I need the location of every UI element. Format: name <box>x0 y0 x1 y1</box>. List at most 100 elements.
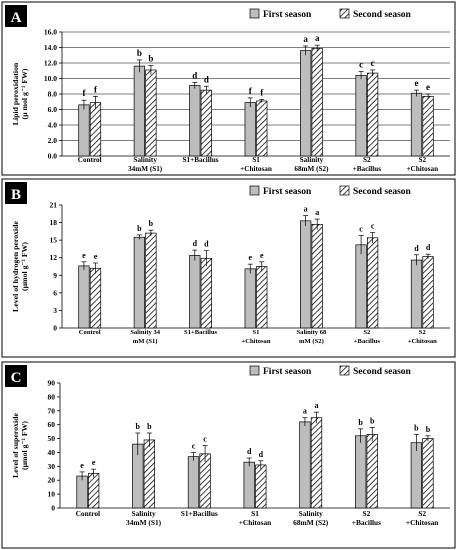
panel-label-badge <box>5 365 27 387</box>
bar-first-season <box>300 50 312 157</box>
y-tick-label: 3 <box>53 306 57 315</box>
y-axis-label: Lipid peroxidation(µ mol g⁻¹ FW) <box>11 62 29 125</box>
significance-letter: b <box>137 224 142 233</box>
y-tick-label: 9 <box>53 271 57 280</box>
x-category-label: Salinity 68 <box>296 329 327 336</box>
bar-second-season <box>145 69 157 157</box>
x-category-label: Salinity <box>133 156 157 164</box>
x-category-label: Control <box>78 156 102 164</box>
y-tick-label: 0 <box>51 504 55 513</box>
significance-letter: a <box>303 407 307 416</box>
x-category-label: Salinity <box>300 156 324 164</box>
bar-second-season <box>255 464 267 509</box>
significance-letter: c <box>371 222 375 231</box>
significance-letter: d <box>247 447 252 456</box>
x-category-label: S1 <box>253 329 260 336</box>
significance-letter: a <box>304 205 308 214</box>
y-tick-label: 10.0 <box>44 74 57 83</box>
bar-first-season <box>410 259 423 329</box>
significance-letter: b <box>370 416 375 425</box>
significance-letter: b <box>147 422 152 431</box>
panel-label: C <box>11 370 22 386</box>
bar-second-season <box>200 257 212 329</box>
x-category-label: S1+Bacillus <box>184 329 218 336</box>
bar-second-season <box>256 266 268 329</box>
y-tick-label: 8.0 <box>48 90 58 99</box>
x-category-label: +Chitosan <box>408 338 437 345</box>
chart-panel-b: B 0 3 6 9 12 15 18 21 Level of hydrogen peroxide(… <box>1 178 456 358</box>
significance-letter: d <box>192 70 197 80</box>
significance-letter: e <box>415 78 419 88</box>
chart-panel-a: A 0.0 2.0 4.0 6.0 8.0 10.0 12.0 14.0 16.0 Lipid pe… <box>1 1 456 176</box>
x-category-label: +Chitosan <box>406 518 439 527</box>
significance-letter: d <box>426 243 431 252</box>
bar-first-season <box>410 92 423 157</box>
bar-second-season <box>366 434 378 509</box>
legend-swatch-second-season <box>339 8 350 19</box>
y-tick-label: 40 <box>48 448 56 457</box>
bar-first-season <box>244 268 256 329</box>
significance-letter: d <box>259 450 264 459</box>
y-tick-label: 30 <box>48 462 56 471</box>
panel-label: B <box>11 187 21 203</box>
y-tick-label: 14.0 <box>44 43 57 52</box>
significance-letter: b <box>426 425 431 434</box>
bar-first-season <box>78 265 90 329</box>
significance-letter: c <box>192 441 196 450</box>
bar-second-season <box>422 438 434 509</box>
x-category-label: S1+Bacillus <box>181 509 218 518</box>
x-category-label: S2 <box>363 509 371 518</box>
significance-letter: f <box>82 88 86 98</box>
y-tick-label: 80 <box>48 392 56 401</box>
x-category-label: Control <box>79 329 101 336</box>
legend-swatch-second-season <box>339 185 350 196</box>
bar-second-season <box>256 100 268 157</box>
significance-letter: d <box>414 244 419 253</box>
legend-label: Second season <box>353 187 412 197</box>
legend-label: First season <box>263 10 312 20</box>
x-category-label: +Bacillus <box>352 518 381 527</box>
y-tick-label: 4.0 <box>48 121 58 130</box>
x-category-label: S2 <box>419 329 427 336</box>
significance-letter: b <box>149 219 154 228</box>
legend-label: First season <box>263 187 312 197</box>
legend-swatch-first-season <box>249 8 260 19</box>
y-tick-label: 0 <box>53 324 57 333</box>
y-tick-label: 10 <box>48 490 56 499</box>
y-tick-label: 0.0 <box>48 152 58 161</box>
x-category-label: Salinity <box>299 509 324 518</box>
significance-letter: a <box>303 34 308 44</box>
bar-second-season <box>143 439 156 509</box>
x-category-label: Salinity 34 <box>130 329 161 336</box>
significance-letter: a <box>315 33 320 43</box>
y-axis-label-line: (µmol g⁻¹ FW) <box>20 242 29 291</box>
x-category-label: 34mM (S1) <box>128 165 163 173</box>
y-tick-label: 18 <box>50 218 58 227</box>
y-axis-label-line: Lipid peroxidation <box>11 62 20 125</box>
significance-letter: f <box>260 87 264 97</box>
significance-letter: a <box>315 401 319 410</box>
x-category-label: +Chitosan <box>240 165 272 173</box>
y-axis-label-line: (µmol g⁻¹ FW) <box>20 421 29 470</box>
bar-second-season <box>311 47 323 157</box>
bar-second-season <box>89 267 102 329</box>
significance-letter: e <box>426 82 430 92</box>
y-tick-label: 70 <box>48 406 56 415</box>
panel-frame <box>1 361 456 549</box>
significance-letter: d <box>193 239 198 248</box>
y-axis-label: Level of superoxide(µmol g⁻¹ FW) <box>11 413 29 478</box>
legend-label: Second season <box>353 10 412 20</box>
x-category-label: 68mM (S2) <box>293 518 329 527</box>
legend-label: Second season <box>353 367 412 377</box>
significance-letter: b <box>137 48 142 58</box>
y-tick-label: 60 <box>48 420 56 429</box>
bar-first-season <box>78 104 90 157</box>
bar-second-season <box>367 72 379 157</box>
x-category-label: Salinity <box>131 509 156 518</box>
bar-first-season <box>410 442 422 509</box>
x-category-label: +Bacillus <box>353 165 382 173</box>
y-axis-label-line: Level of superoxide <box>11 413 20 478</box>
bar-first-season <box>189 85 201 157</box>
y-tick-label: 50 <box>48 434 56 443</box>
y-tick-label: 2.0 <box>48 136 58 145</box>
